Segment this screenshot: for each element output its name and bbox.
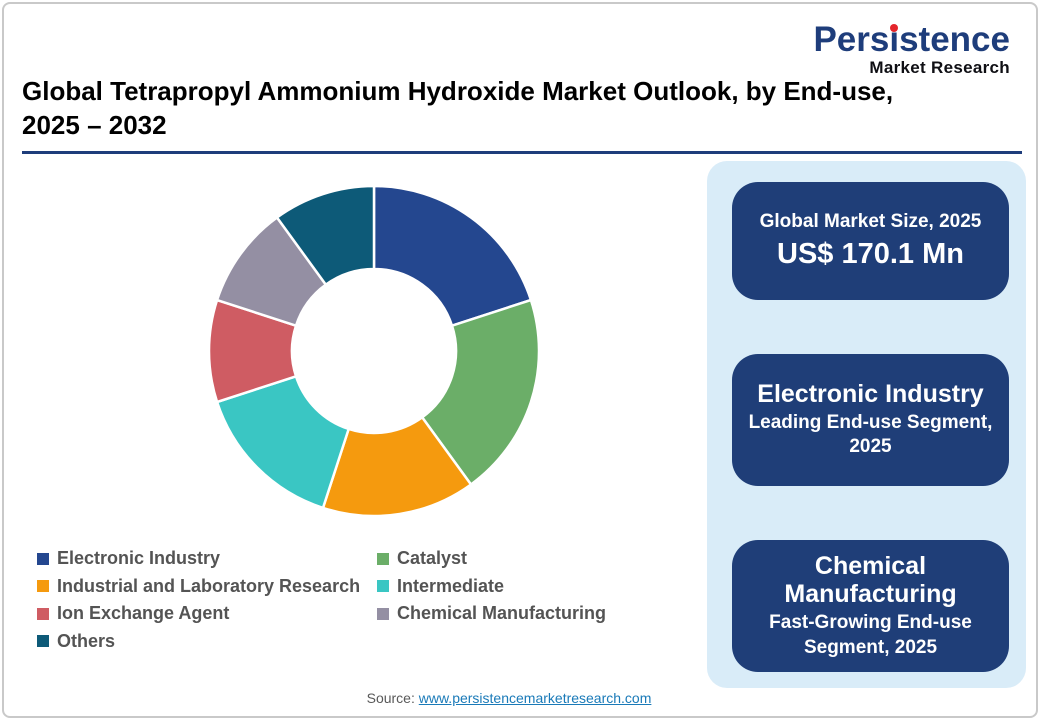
legend-item: Chemical Manufacturing bbox=[377, 600, 606, 628]
fast-growing-segment-card: Chemical Manufacturing Fast-Growing End-… bbox=[732, 540, 1009, 672]
legend-column-2: Catalyst Intermediate Chemical Manufactu… bbox=[377, 545, 606, 655]
brand-logo-wordmark: Persistence bbox=[813, 22, 1010, 57]
legend-swatch-icon bbox=[37, 607, 49, 620]
legend-item: Intermediate bbox=[377, 573, 606, 601]
brand-name-part: stence bbox=[899, 20, 1010, 59]
pie-slice-7: Others bbox=[275, 184, 376, 287]
brand-logo: Persistence Market Research bbox=[813, 22, 1010, 78]
donut-chart-svg: Electronic IndustryCatalystIndustrial an… bbox=[207, 184, 541, 518]
legend-label: Catalyst bbox=[397, 548, 468, 569]
source-link[interactable]: www.persistencemarketresearch.com bbox=[418, 690, 652, 706]
legend-label: Ion Exchange Agent bbox=[57, 603, 230, 624]
legend-label: Chemical Manufacturing bbox=[397, 603, 607, 624]
legend-column-1: Electronic Industry Industrial and Labor… bbox=[37, 545, 377, 655]
brand-tagline: Market Research bbox=[869, 58, 1010, 77]
leading-segment-card-title: Electronic Industry bbox=[757, 379, 984, 408]
pie-slice-1: Electronic Industry bbox=[372, 184, 533, 328]
legend-label: Industrial and Laboratory Research bbox=[57, 575, 361, 596]
fast-growing-segment-card-subtitle: Fast-Growing End-use Segment, 2025 bbox=[769, 612, 972, 658]
legend-item: Industrial and Laboratory Research bbox=[37, 573, 377, 601]
market-size-card: Global Market Size, 2025 US$ 170.1 Mn bbox=[732, 182, 1009, 300]
legend-swatch-icon bbox=[377, 580, 389, 593]
legend-label: Electronic Industry bbox=[57, 548, 221, 569]
page-title: Global Tetrapropyl Ammonium Hydroxide Ma… bbox=[22, 74, 1002, 143]
legend-item: Others bbox=[37, 628, 377, 656]
legend-item: Catalyst bbox=[377, 545, 606, 573]
highlight-panel: Global Market Size, 2025 US$ 170.1 Mn El… bbox=[707, 161, 1026, 688]
donut-chart: Electronic IndustryCatalystIndustrial an… bbox=[206, 183, 542, 519]
market-size-card-title: Global Market Size, 2025 bbox=[759, 211, 982, 233]
legend-swatch-icon bbox=[377, 552, 389, 565]
legend-swatch-icon bbox=[37, 580, 49, 593]
legend-swatch-icon bbox=[37, 635, 49, 648]
legend-swatch-icon bbox=[37, 552, 49, 565]
source-label: Source: bbox=[366, 690, 415, 706]
legend-label: Intermediate bbox=[397, 575, 505, 596]
page-title-line1: Global Tetrapropyl Ammonium Hydroxide Ma… bbox=[22, 76, 894, 106]
pie-slice-2: Catalyst bbox=[420, 298, 541, 487]
legend-label: Others bbox=[57, 630, 116, 651]
page-title-line2: 2025 – 2032 bbox=[22, 110, 167, 141]
title-divider bbox=[22, 151, 1022, 154]
legend-swatch-icon bbox=[377, 607, 389, 620]
brand-red-dot-icon: i bbox=[889, 20, 900, 59]
fast-growing-segment-card-title: Chemical Manufacturing bbox=[784, 551, 957, 609]
chart-legend: Electronic Industry Industrial and Labor… bbox=[37, 545, 606, 655]
leading-segment-card: Electronic Industry Leading End-use Segm… bbox=[732, 354, 1009, 486]
legend-item: Ion Exchange Agent bbox=[37, 600, 377, 628]
market-size-card-value: US$ 170.1 Mn bbox=[777, 237, 964, 270]
brand-name-part: Pers bbox=[813, 20, 890, 59]
source-line: Source: www.persistencemarketresearch.co… bbox=[4, 690, 1014, 706]
legend-item: Electronic Industry bbox=[37, 545, 377, 573]
leading-segment-card-subtitle: Leading End-use Segment, 2025 bbox=[748, 411, 993, 458]
